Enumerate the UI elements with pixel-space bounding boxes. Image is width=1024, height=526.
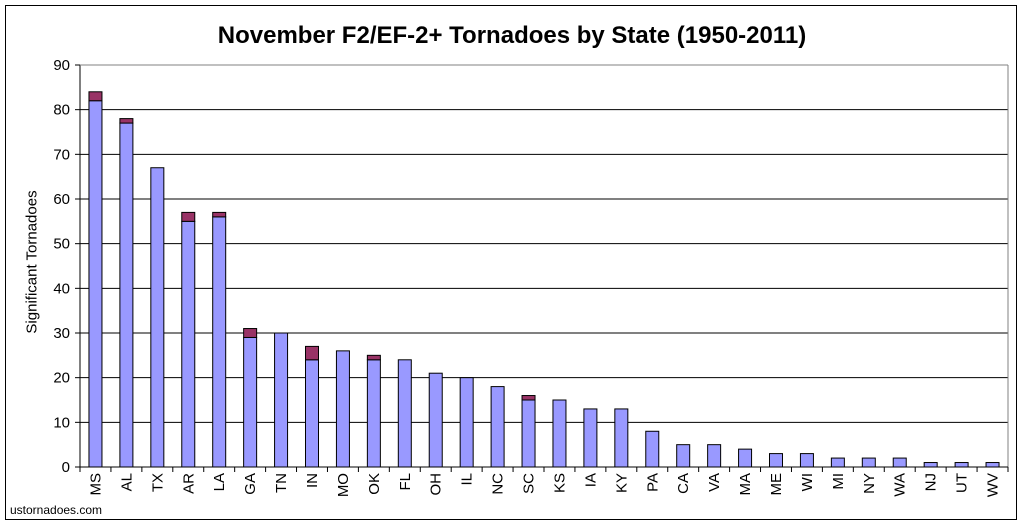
bar-al-series-1 bbox=[119, 122, 134, 468]
x-tick-label-al: AL bbox=[118, 473, 135, 491]
y-tick-label: 90 bbox=[53, 57, 70, 74]
bar-la-series-2 bbox=[212, 211, 227, 218]
chart-title: November F2/EF-2+ Tornadoes by State (19… bbox=[217, 22, 807, 49]
x-tick-label-ks: KS bbox=[551, 473, 568, 493]
x-tick-label-oh: OH bbox=[428, 473, 445, 496]
x-tick-label-ia: IA bbox=[582, 473, 599, 487]
x-tick-label-in: IN bbox=[304, 473, 321, 488]
x-tick-label-ok: OK bbox=[366, 473, 383, 495]
x-tick-label-ar: AR bbox=[180, 473, 197, 494]
chart-frame bbox=[5, 5, 1017, 520]
y-tick-label: 80 bbox=[53, 102, 70, 119]
bar-ga-series-1 bbox=[243, 336, 258, 468]
x-tick-label-fl: FL bbox=[397, 473, 414, 491]
bar-oh-series-1 bbox=[428, 372, 443, 468]
y-tick-label: 0 bbox=[62, 459, 70, 476]
x-tick-label-nc: NC bbox=[490, 473, 507, 495]
bar-in-series-1 bbox=[305, 359, 319, 468]
bar-ny-series-1 bbox=[861, 457, 876, 468]
bar-il-series-1 bbox=[459, 377, 474, 468]
y-tick-labels: 0 10 20 30 40 50 60 70 80 90 bbox=[53, 57, 70, 476]
bar-ms-series-1 bbox=[88, 100, 103, 468]
bar-wv-series-1 bbox=[985, 462, 1000, 468]
axes bbox=[75, 64, 1009, 472]
bar-ks-series-1 bbox=[552, 399, 567, 468]
x-tick-label-sc: SC bbox=[521, 473, 538, 494]
bar-ok-series-2 bbox=[366, 354, 381, 361]
bar-ms-series-2 bbox=[88, 91, 103, 102]
bar-al-series-2 bbox=[119, 118, 134, 124]
bars bbox=[88, 91, 1000, 468]
x-tick-label-ma: MA bbox=[737, 473, 754, 496]
bar-fl-series-1 bbox=[397, 359, 412, 468]
x-tick-label-tx: TX bbox=[149, 473, 166, 492]
bar-in-series-2 bbox=[305, 345, 319, 361]
bar-tx-series-1 bbox=[150, 167, 165, 468]
bar-ky-series-1 bbox=[614, 408, 629, 468]
bar-tn-series-1 bbox=[274, 332, 289, 468]
y-tick-label: 30 bbox=[53, 325, 70, 342]
source-credit: ustornadoes.com bbox=[10, 503, 103, 517]
bar-ar-series-1 bbox=[181, 220, 196, 468]
x-tick-label-tn: TN bbox=[273, 473, 290, 493]
bar-ar-series-2 bbox=[181, 211, 196, 222]
bar-mi-series-1 bbox=[830, 457, 845, 468]
bar-pa-series-1 bbox=[645, 430, 660, 468]
bar-ma-series-1 bbox=[738, 448, 753, 468]
bar-mo-series-1 bbox=[335, 350, 350, 468]
x-tick-label-ut: UT bbox=[954, 473, 971, 493]
x-tick-label-pa: PA bbox=[644, 473, 661, 492]
y-tick-label: 20 bbox=[53, 370, 70, 387]
x-tick-label-mo: MO bbox=[335, 473, 352, 497]
bar-ga-series-2 bbox=[243, 328, 258, 338]
bar-nc-series-1 bbox=[490, 386, 505, 468]
bar-me-series-1 bbox=[769, 453, 783, 468]
x-tick-label-ky: KY bbox=[613, 473, 630, 493]
y-tick-label: 50 bbox=[53, 236, 70, 253]
bar-la-series-1 bbox=[212, 216, 227, 468]
x-tick-label-mi: MI bbox=[830, 473, 847, 490]
bar-ia-series-1 bbox=[583, 408, 598, 468]
bar-ok-series-1 bbox=[366, 359, 381, 468]
y-tick-label: 60 bbox=[53, 191, 70, 208]
bar-sc-series-2 bbox=[521, 395, 536, 401]
x-tick-label-wv: WV bbox=[985, 473, 1002, 497]
x-tick-label-wa: WA bbox=[892, 473, 909, 497]
y-tick-label: 10 bbox=[53, 414, 70, 431]
x-tick-label-la: LA bbox=[211, 473, 228, 491]
bar-sc-series-1 bbox=[521, 399, 536, 468]
y-tick-label: 40 bbox=[53, 280, 70, 297]
bar-va-series-1 bbox=[707, 444, 722, 468]
x-tick-label-ny: NY bbox=[861, 473, 878, 494]
bar-wi-series-1 bbox=[799, 453, 814, 468]
x-tick-label-ga: GA bbox=[242, 473, 259, 495]
bar-wa-series-1 bbox=[892, 457, 907, 468]
x-tick-label-ca: CA bbox=[675, 473, 692, 494]
x-tick-label-nj: NJ bbox=[923, 473, 940, 491]
x-tick-label-wi: WI bbox=[799, 473, 816, 491]
bar-ut-series-1 bbox=[954, 462, 969, 468]
bar-nj-series-1 bbox=[923, 462, 938, 468]
bar-ca-series-1 bbox=[676, 444, 691, 468]
x-tick-label-ms: MS bbox=[87, 473, 104, 496]
x-tick-label-me: ME bbox=[768, 473, 785, 496]
x-tick-labels: MS AL TX AR LA GA TN IN MO OK FL OH IL NC SC KS IA KY PA CA… bbox=[87, 473, 1001, 497]
y-tick-label: 70 bbox=[53, 146, 70, 163]
x-tick-label-va: VA bbox=[706, 473, 723, 492]
x-tick-label-il: IL bbox=[459, 473, 476, 486]
